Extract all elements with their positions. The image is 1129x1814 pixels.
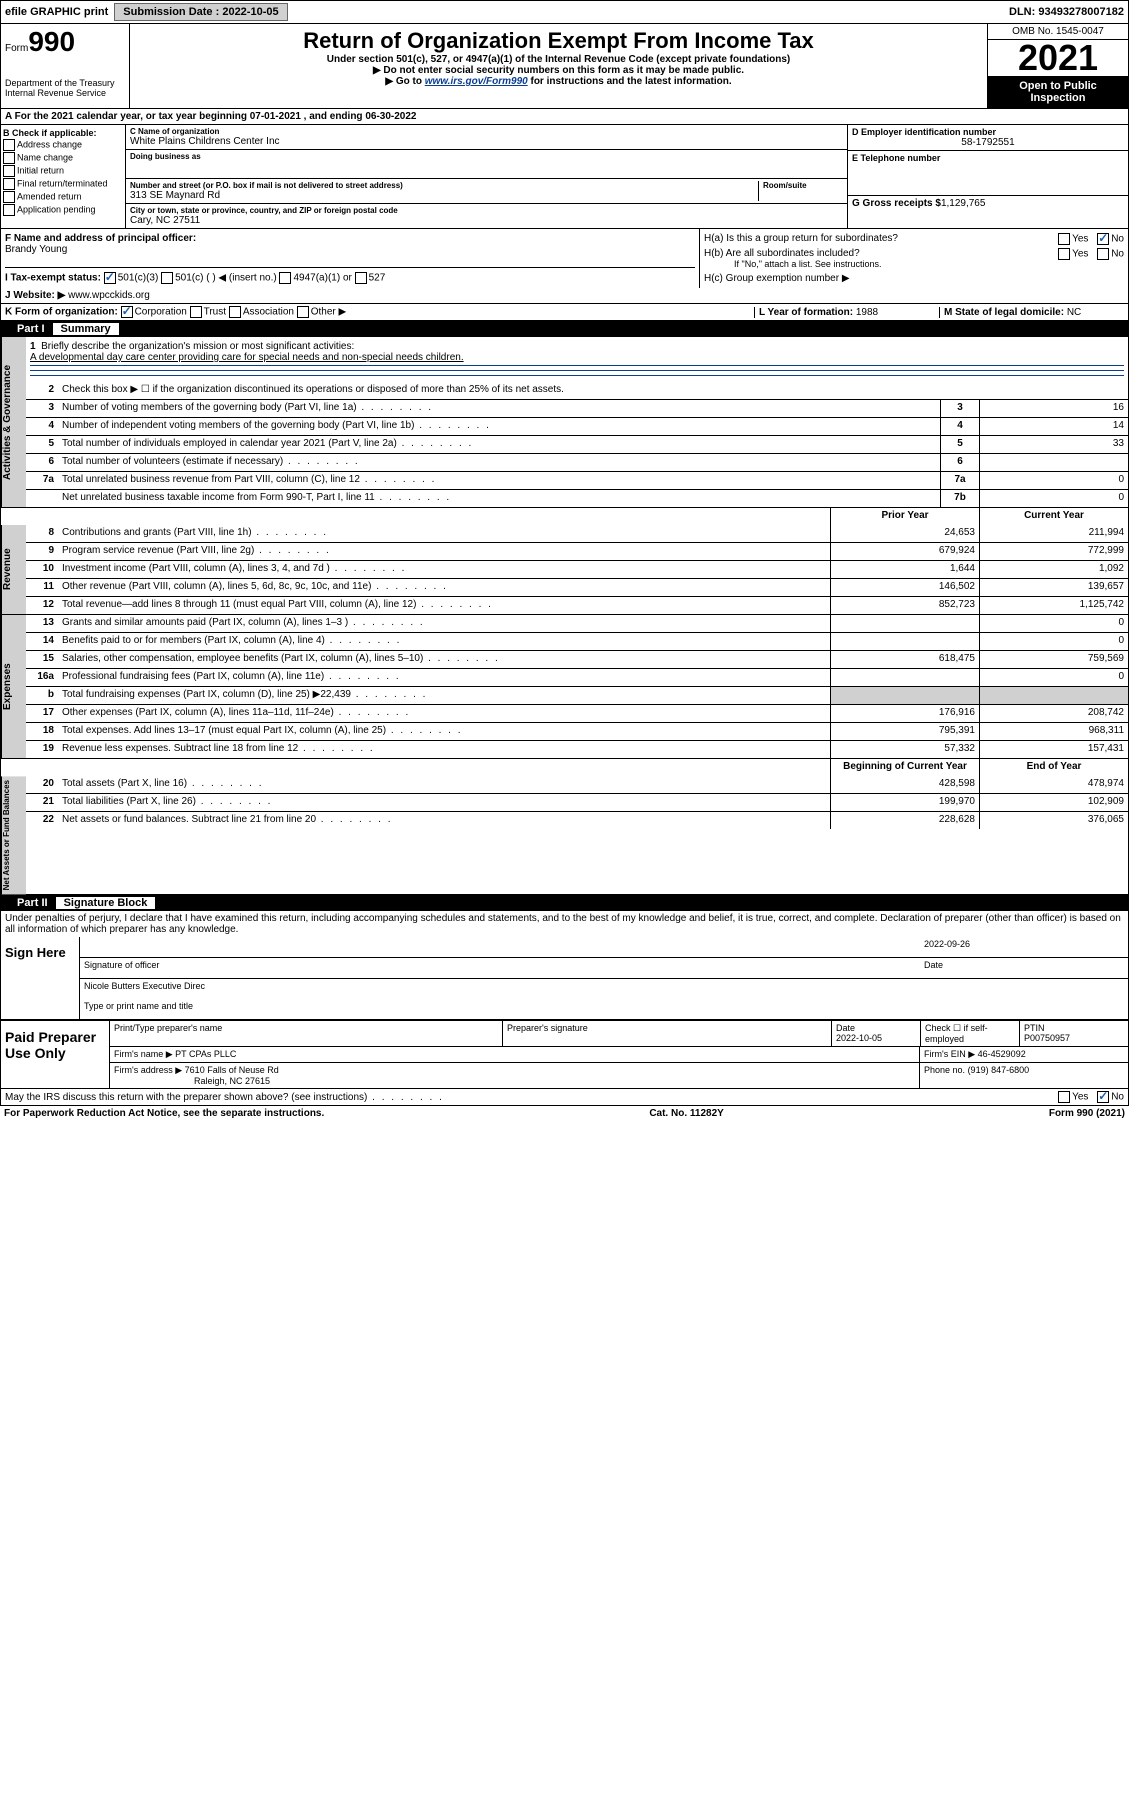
side-gov: Activities & Governance: [1, 337, 26, 507]
ptin: P00750957: [1024, 1033, 1070, 1043]
klm-row: K Form of organization: Corporation Trus…: [0, 304, 1129, 321]
form-header: Form990 Department of the Treasury Inter…: [0, 24, 1129, 109]
part2-header: Part II Signature Block: [0, 895, 1129, 911]
org-city: Cary, NC 27511: [130, 215, 843, 226]
gross-receipts: 1,129,765: [941, 198, 986, 209]
principal-officer: Brandy Young: [5, 244, 695, 255]
table-row: bTotal fundraising expenses (Part IX, co…: [26, 687, 1128, 705]
officer-name: Nicole Butters Executive Direc: [84, 981, 1124, 991]
line-a: A For the 2021 calendar year, or tax yea…: [0, 109, 1129, 125]
corp-checkbox[interactable]: [121, 306, 133, 318]
website-row: J Website: ▶ www.wpcckids.org: [0, 288, 1129, 304]
page-footer: For Paperwork Reduction Act Notice, see …: [0, 1106, 1129, 1121]
table-row: Net unrelated business taxable income fr…: [26, 490, 1128, 507]
efile-label: efile GRAPHIC print: [1, 6, 112, 18]
header-right: OMB No. 1545-0047 2021 Open to Public In…: [987, 24, 1128, 108]
table-row: 22Net assets or fund balances. Subtract …: [26, 812, 1128, 829]
org-info-grid: B Check if applicable: Address change Na…: [0, 125, 1129, 228]
table-row: 14Benefits paid to or for members (Part …: [26, 633, 1128, 651]
501c3-checkbox[interactable]: [104, 272, 116, 284]
sign-block: Sign Here 2022-09-26 Signature of office…: [0, 937, 1129, 1021]
sign-date: 2022-09-26: [924, 939, 1124, 955]
rev-header: b Prior Year Current Year: [0, 508, 1129, 525]
header-sub1: Under section 501(c), 527, or 4947(a)(1)…: [134, 54, 983, 65]
table-row: 9Program service revenue (Part VIII, lin…: [26, 543, 1128, 561]
form-990-box: Form990 Department of the Treasury Inter…: [1, 24, 130, 108]
net-header: b Beginning of Current Year End of Year: [0, 759, 1129, 776]
table-row: 11Other revenue (Part VIII, column (A), …: [26, 579, 1128, 597]
table-row: 10Investment income (Part VIII, column (…: [26, 561, 1128, 579]
gov-table: Activities & Governance 1 Briefly descri…: [0, 337, 1129, 508]
exp-table: Expenses 13Grants and similar amounts pa…: [0, 615, 1129, 759]
dln: DLN: 93493278007182: [1005, 6, 1128, 18]
table-row: 8Contributions and grants (Part VIII, li…: [26, 525, 1128, 543]
submission-button[interactable]: Submission Date : 2022-10-05: [114, 3, 287, 21]
col-cde: C Name of organization White Plains Chil…: [126, 125, 847, 228]
preparer-phone: (919) 847-6800: [968, 1065, 1030, 1075]
ein: 58-1792551: [852, 137, 1124, 148]
f-h-row: F Name and address of principal officer:…: [0, 228, 1129, 288]
net-table: Net Assets or Fund Balances 20Total asse…: [0, 776, 1129, 895]
col-right-info: D Employer identification number 58-1792…: [847, 125, 1128, 228]
header-sub3: ▶ Go to www.irs.gov/Form990 for instruct…: [134, 76, 983, 87]
tax-year: 2021: [988, 40, 1128, 76]
table-row: 7aTotal unrelated business revenue from …: [26, 472, 1128, 490]
side-exp: Expenses: [1, 615, 26, 758]
firm-name: PT CPAs PLLC: [175, 1049, 236, 1059]
side-net: Net Assets or Fund Balances: [1, 776, 26, 894]
table-row: 4Number of independent voting members of…: [26, 418, 1128, 436]
form-title: Return of Organization Exempt From Incom…: [134, 28, 983, 54]
perjury-text: Under penalties of perjury, I declare th…: [0, 911, 1129, 937]
mission: A developmental day care center providin…: [30, 352, 1124, 363]
table-row: 19Revenue less expenses. Subtract line 1…: [26, 741, 1128, 758]
discuss-no-checkbox[interactable]: [1097, 1091, 1109, 1103]
paid-preparer-block: Paid Preparer Use Only Print/Type prepar…: [0, 1021, 1129, 1089]
rev-table: Revenue 8Contributions and grants (Part …: [0, 525, 1129, 615]
part1-header: Part I Summary: [0, 321, 1129, 337]
col-b-checkboxes: B Check if applicable: Address change Na…: [1, 125, 126, 228]
group-return-no[interactable]: [1097, 233, 1109, 245]
may-discuss-row: May the IRS discuss this return with the…: [0, 1089, 1129, 1106]
table-row: 15Salaries, other compensation, employee…: [26, 651, 1128, 669]
open-to-public: Open to Public Inspection: [988, 76, 1128, 108]
table-row: 16aProfessional fundraising fees (Part I…: [26, 669, 1128, 687]
table-row: 20Total assets (Part X, line 16)428,5984…: [26, 776, 1128, 794]
side-rev: Revenue: [1, 525, 26, 614]
header-center: Return of Organization Exempt From Incom…: [130, 24, 987, 108]
table-row: 13Grants and similar amounts paid (Part …: [26, 615, 1128, 633]
table-row: 18Total expenses. Add lines 13–17 (must …: [26, 723, 1128, 741]
table-row: 3Number of voting members of the governi…: [26, 400, 1128, 418]
website-link[interactable]: www.wpcckids.org: [68, 290, 150, 301]
table-row: 6Total number of volunteers (estimate if…: [26, 454, 1128, 472]
top-bar: efile GRAPHIC print Submission Date : 20…: [0, 0, 1129, 24]
org-name: White Plains Childrens Center Inc: [130, 136, 843, 147]
table-row: 12Total revenue—add lines 8 through 11 (…: [26, 597, 1128, 614]
table-row: 17Other expenses (Part IX, column (A), l…: [26, 705, 1128, 723]
irs-link[interactable]: www.irs.gov/Form990: [425, 76, 528, 87]
table-row: 5Total number of individuals employed in…: [26, 436, 1128, 454]
header-sub2: ▶ Do not enter social security numbers o…: [134, 65, 983, 76]
table-row: 21Total liabilities (Part X, line 26)199…: [26, 794, 1128, 812]
org-address: 313 SE Maynard Rd: [130, 190, 758, 201]
